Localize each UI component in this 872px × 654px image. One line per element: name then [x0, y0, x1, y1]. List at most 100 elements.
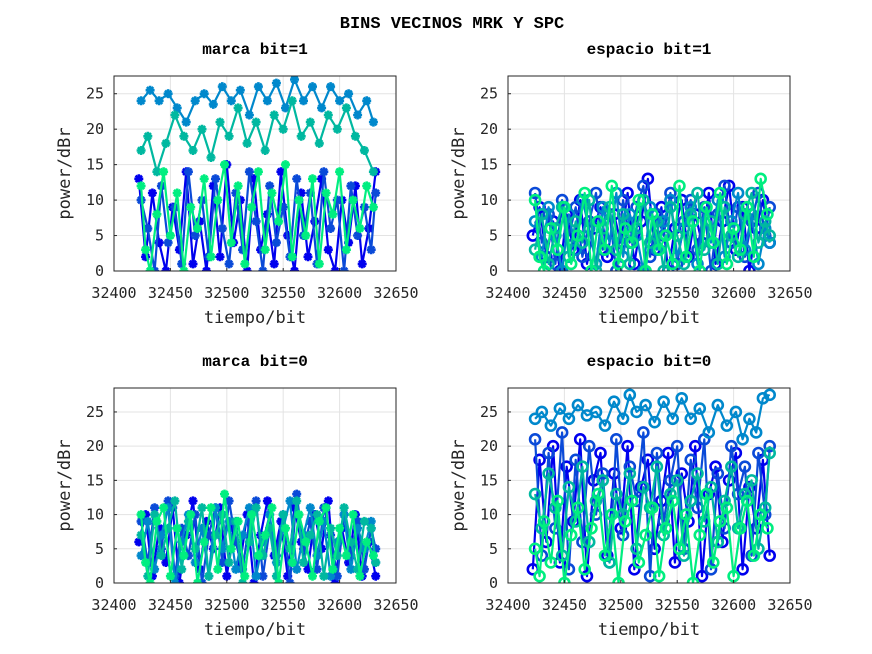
data-point	[260, 530, 270, 540]
x-tick-label: 32450	[542, 284, 587, 302]
data-point	[161, 266, 171, 271]
data-point	[206, 252, 216, 262]
data-point	[736, 433, 749, 446]
data-point	[274, 216, 284, 226]
data-point	[307, 82, 318, 92]
data-point	[743, 264, 756, 271]
y-tick-label: 5	[489, 227, 498, 245]
data-point	[213, 564, 223, 574]
data-point	[247, 510, 257, 520]
data-point	[235, 85, 245, 95]
data-point	[598, 549, 612, 562]
x-tick-label: 32600	[317, 596, 362, 614]
plot-border	[113, 387, 397, 584]
data-point	[292, 496, 302, 506]
y-axis-label: power/dBr	[449, 127, 469, 219]
data-point	[242, 266, 252, 271]
data-point	[720, 501, 734, 515]
data-point	[650, 446, 664, 460]
data-point	[170, 578, 180, 583]
data-point	[143, 223, 153, 234]
data-point	[727, 222, 740, 235]
data-point	[731, 250, 745, 264]
data-point	[668, 556, 682, 569]
data-point	[533, 569, 546, 583]
data-point	[341, 103, 351, 113]
data-point	[262, 96, 272, 106]
data-point	[326, 82, 336, 92]
data-point	[623, 460, 637, 473]
data-point	[350, 131, 360, 141]
data-point	[578, 563, 592, 576]
data-point	[226, 544, 236, 554]
data-point	[359, 516, 369, 526]
data-point	[314, 516, 324, 526]
data-point	[298, 557, 309, 568]
data-point	[718, 200, 731, 214]
data-point	[335, 523, 345, 533]
data-point	[269, 259, 279, 269]
y-tick-label: 25	[86, 403, 104, 421]
data-point	[307, 174, 318, 184]
data-point	[736, 563, 749, 576]
series-group	[134, 76, 381, 271]
data-point	[623, 207, 637, 221]
data-point	[612, 576, 625, 583]
data-point	[535, 405, 549, 419]
subplot-title: marca bit=1	[202, 41, 308, 59]
plot-border	[507, 75, 791, 272]
data-point	[725, 439, 738, 453]
data-point	[165, 231, 175, 240]
data-point	[555, 426, 569, 439]
data-point	[679, 508, 693, 521]
y-tick-label: 10	[480, 191, 498, 209]
data-point	[693, 264, 707, 271]
data-point	[578, 186, 592, 200]
x-tick-label: 32650	[373, 284, 418, 302]
data-point	[251, 496, 261, 506]
data-point	[684, 494, 698, 508]
data-point	[761, 207, 774, 221]
data-point	[307, 571, 318, 581]
data-point	[152, 209, 162, 219]
data-point	[763, 229, 776, 242]
series-group	[134, 489, 381, 583]
data-point	[700, 487, 713, 501]
data-point	[292, 174, 302, 184]
data-point	[664, 186, 677, 200]
data-point	[657, 264, 670, 271]
data-point	[262, 496, 272, 506]
x-tick-label: 32650	[767, 284, 812, 302]
data-point	[265, 181, 275, 191]
data-point	[704, 264, 718, 271]
data-point	[670, 439, 684, 453]
data-point	[217, 223, 227, 234]
subplot-espacio-1: 32400 32450 32500 32550 32600 32650 0 5 10 15 20 25…	[449, 41, 813, 328]
data-point	[357, 259, 367, 269]
y-axis-label: power/dBr	[449, 439, 469, 531]
data-point	[323, 496, 333, 506]
data-point	[326, 571, 336, 581]
data-point	[652, 243, 666, 257]
data-point	[652, 569, 666, 583]
data-point	[560, 460, 573, 473]
data-point	[152, 516, 162, 526]
data-point	[695, 569, 709, 583]
data-point	[528, 433, 542, 446]
data-point	[206, 503, 216, 513]
data-point	[199, 89, 209, 99]
data-point	[253, 82, 263, 92]
data-point	[371, 557, 381, 568]
data-point	[179, 551, 189, 561]
data-point	[368, 551, 378, 561]
data-point	[607, 395, 621, 408]
y-axis-label: power/dBr	[55, 127, 75, 219]
data-point	[691, 467, 704, 480]
data-point	[544, 419, 558, 432]
data-point	[763, 446, 776, 460]
data-point	[720, 419, 734, 432]
data-point	[287, 557, 297, 568]
y-tick-label: 0	[95, 262, 104, 280]
x-tick-label: 32450	[148, 284, 193, 302]
data-point	[258, 571, 268, 581]
